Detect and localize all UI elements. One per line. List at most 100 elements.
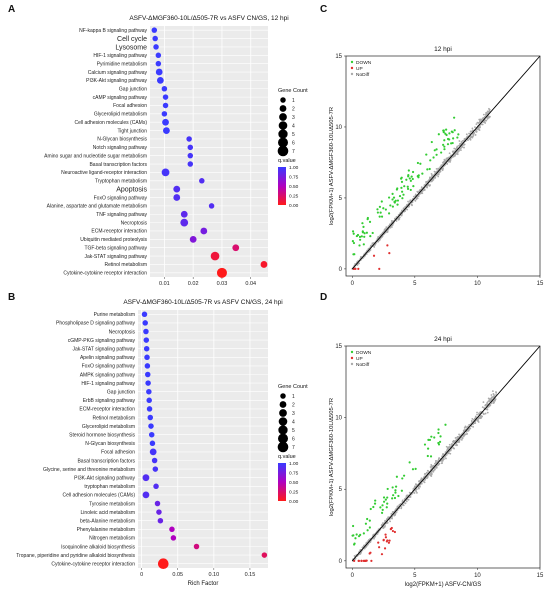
up-point bbox=[390, 526, 393, 530]
category-label: Glycerolipid metabolism bbox=[82, 424, 135, 430]
down-point bbox=[384, 208, 387, 211]
nodiff-point bbox=[397, 218, 400, 221]
size-legend-label: 5 bbox=[292, 428, 295, 434]
chart-title: 12 hpi bbox=[434, 46, 452, 53]
down-point bbox=[419, 162, 422, 165]
nodiff-point bbox=[443, 158, 446, 161]
down-point bbox=[393, 496, 397, 500]
nodiff-point bbox=[457, 150, 460, 153]
category-label: cGMP-PKG signaling pathway bbox=[68, 338, 136, 344]
category-label: Necroptosis bbox=[121, 220, 148, 226]
nodiff-point bbox=[407, 494, 409, 497]
size-legend-label: 3 bbox=[292, 411, 295, 417]
down-point bbox=[409, 179, 412, 182]
down-point bbox=[400, 176, 403, 179]
down-point bbox=[355, 533, 358, 536]
nodiff-point bbox=[477, 417, 480, 420]
nodiff-point bbox=[449, 159, 452, 162]
color-legend-bar bbox=[278, 463, 286, 501]
up-point bbox=[378, 267, 381, 271]
up-point bbox=[378, 546, 381, 549]
nodiff-point bbox=[482, 412, 485, 415]
nodiff-point bbox=[434, 462, 436, 465]
category-label: Apoptosis bbox=[116, 187, 147, 194]
nodiff-point bbox=[437, 175, 440, 178]
down-point bbox=[381, 504, 384, 507]
down-point bbox=[374, 499, 377, 502]
down-point bbox=[368, 526, 371, 529]
legend-label: UP bbox=[356, 66, 363, 72]
legend-marker bbox=[350, 350, 354, 354]
down-point bbox=[408, 461, 411, 464]
nodiff-point bbox=[402, 504, 405, 507]
nodiff-point bbox=[390, 220, 393, 222]
size-legend-point bbox=[278, 137, 288, 148]
bubble-point bbox=[186, 136, 192, 142]
category-label: Ubiquitin mediated proteolysis bbox=[80, 237, 147, 243]
down-point bbox=[437, 441, 440, 445]
nodiff-point bbox=[473, 132, 475, 135]
down-point bbox=[389, 204, 392, 207]
down-point bbox=[365, 231, 368, 234]
nodiff-point bbox=[485, 408, 488, 411]
nodiff-point bbox=[458, 140, 461, 142]
y-tick-label: 5 bbox=[339, 487, 343, 493]
up-point bbox=[383, 547, 387, 550]
down-point bbox=[412, 185, 415, 188]
nodiff-point bbox=[438, 457, 440, 459]
down-point bbox=[382, 207, 385, 210]
category-label: Retinol metabolism bbox=[104, 262, 147, 268]
down-point bbox=[391, 205, 394, 208]
bubble-point bbox=[144, 363, 151, 369]
nodiff-point bbox=[486, 116, 489, 119]
down-point bbox=[414, 467, 417, 470]
down-point bbox=[372, 505, 375, 509]
nodiff-point bbox=[441, 169, 444, 172]
up-point bbox=[387, 541, 391, 544]
nodiff-point bbox=[463, 146, 465, 149]
nodiff-point bbox=[463, 429, 466, 431]
category-label: Cell cycle bbox=[117, 36, 147, 43]
x-tick-label: 0.05 bbox=[172, 572, 183, 578]
scatter-chart-24hpi: 24 hpi 0 5 10 15 0 5 10 15 log2(FPKM+1) ASFV-CN/G… bbox=[329, 336, 544, 588]
nodiff-point bbox=[472, 425, 475, 428]
size-legend-point bbox=[280, 97, 286, 103]
nodiff-point bbox=[469, 130, 472, 133]
nodiff-point bbox=[437, 172, 440, 174]
nodiff-point bbox=[437, 464, 440, 466]
nodiff-point bbox=[479, 119, 482, 121]
category-label: HIF-1 signaling pathway bbox=[93, 53, 147, 59]
panel-letter-a: A bbox=[8, 4, 16, 15]
panel-letter-b: B bbox=[8, 292, 16, 303]
category-label: Focal adhesion bbox=[101, 450, 135, 456]
category-label: TGF-beta signaling pathway bbox=[84, 245, 147, 251]
nodiff-point bbox=[420, 192, 423, 195]
down-point bbox=[391, 192, 394, 195]
size-legend-label: 2 bbox=[292, 403, 295, 409]
category-label: HIF-1 signaling pathway bbox=[81, 381, 135, 387]
down-point bbox=[426, 168, 429, 171]
down-point bbox=[366, 517, 369, 521]
bubble-point bbox=[162, 118, 169, 126]
nodiff-point bbox=[486, 411, 489, 414]
down-point bbox=[387, 196, 391, 199]
size-legend-point bbox=[279, 113, 287, 121]
x-tick-label: 0.04 bbox=[245, 281, 256, 287]
nodiff-point bbox=[414, 485, 416, 488]
bubble-point bbox=[146, 397, 152, 404]
nodiff-point bbox=[365, 542, 368, 545]
down-point bbox=[406, 187, 410, 191]
down-point bbox=[392, 196, 396, 199]
nodiff-point bbox=[472, 134, 475, 136]
down-point bbox=[376, 211, 379, 214]
bubble-point bbox=[144, 354, 150, 361]
down-point bbox=[396, 199, 400, 202]
nodiff-point bbox=[460, 147, 462, 149]
nodiff-point bbox=[453, 447, 455, 450]
size-legend-label: 1 bbox=[292, 98, 295, 104]
bubble-point bbox=[143, 345, 150, 352]
category-label: Gap junction bbox=[119, 87, 147, 93]
nodiff-point bbox=[488, 107, 490, 110]
bubble-point bbox=[161, 86, 168, 92]
